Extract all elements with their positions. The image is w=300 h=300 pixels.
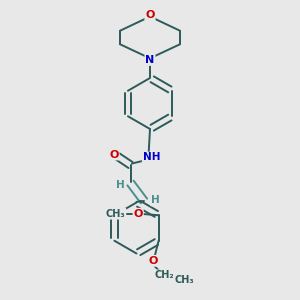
Text: CH₃: CH₃ <box>174 275 194 285</box>
Text: O: O <box>145 10 155 20</box>
Text: N: N <box>146 55 154 65</box>
Text: O: O <box>109 149 119 160</box>
Text: NH: NH <box>143 152 160 163</box>
Text: O: O <box>148 256 158 266</box>
Text: CH₂: CH₂ <box>155 270 174 280</box>
Text: O: O <box>134 209 143 219</box>
Text: H: H <box>116 179 124 190</box>
Text: H: H <box>151 195 160 206</box>
Text: CH₃: CH₃ <box>106 209 125 219</box>
